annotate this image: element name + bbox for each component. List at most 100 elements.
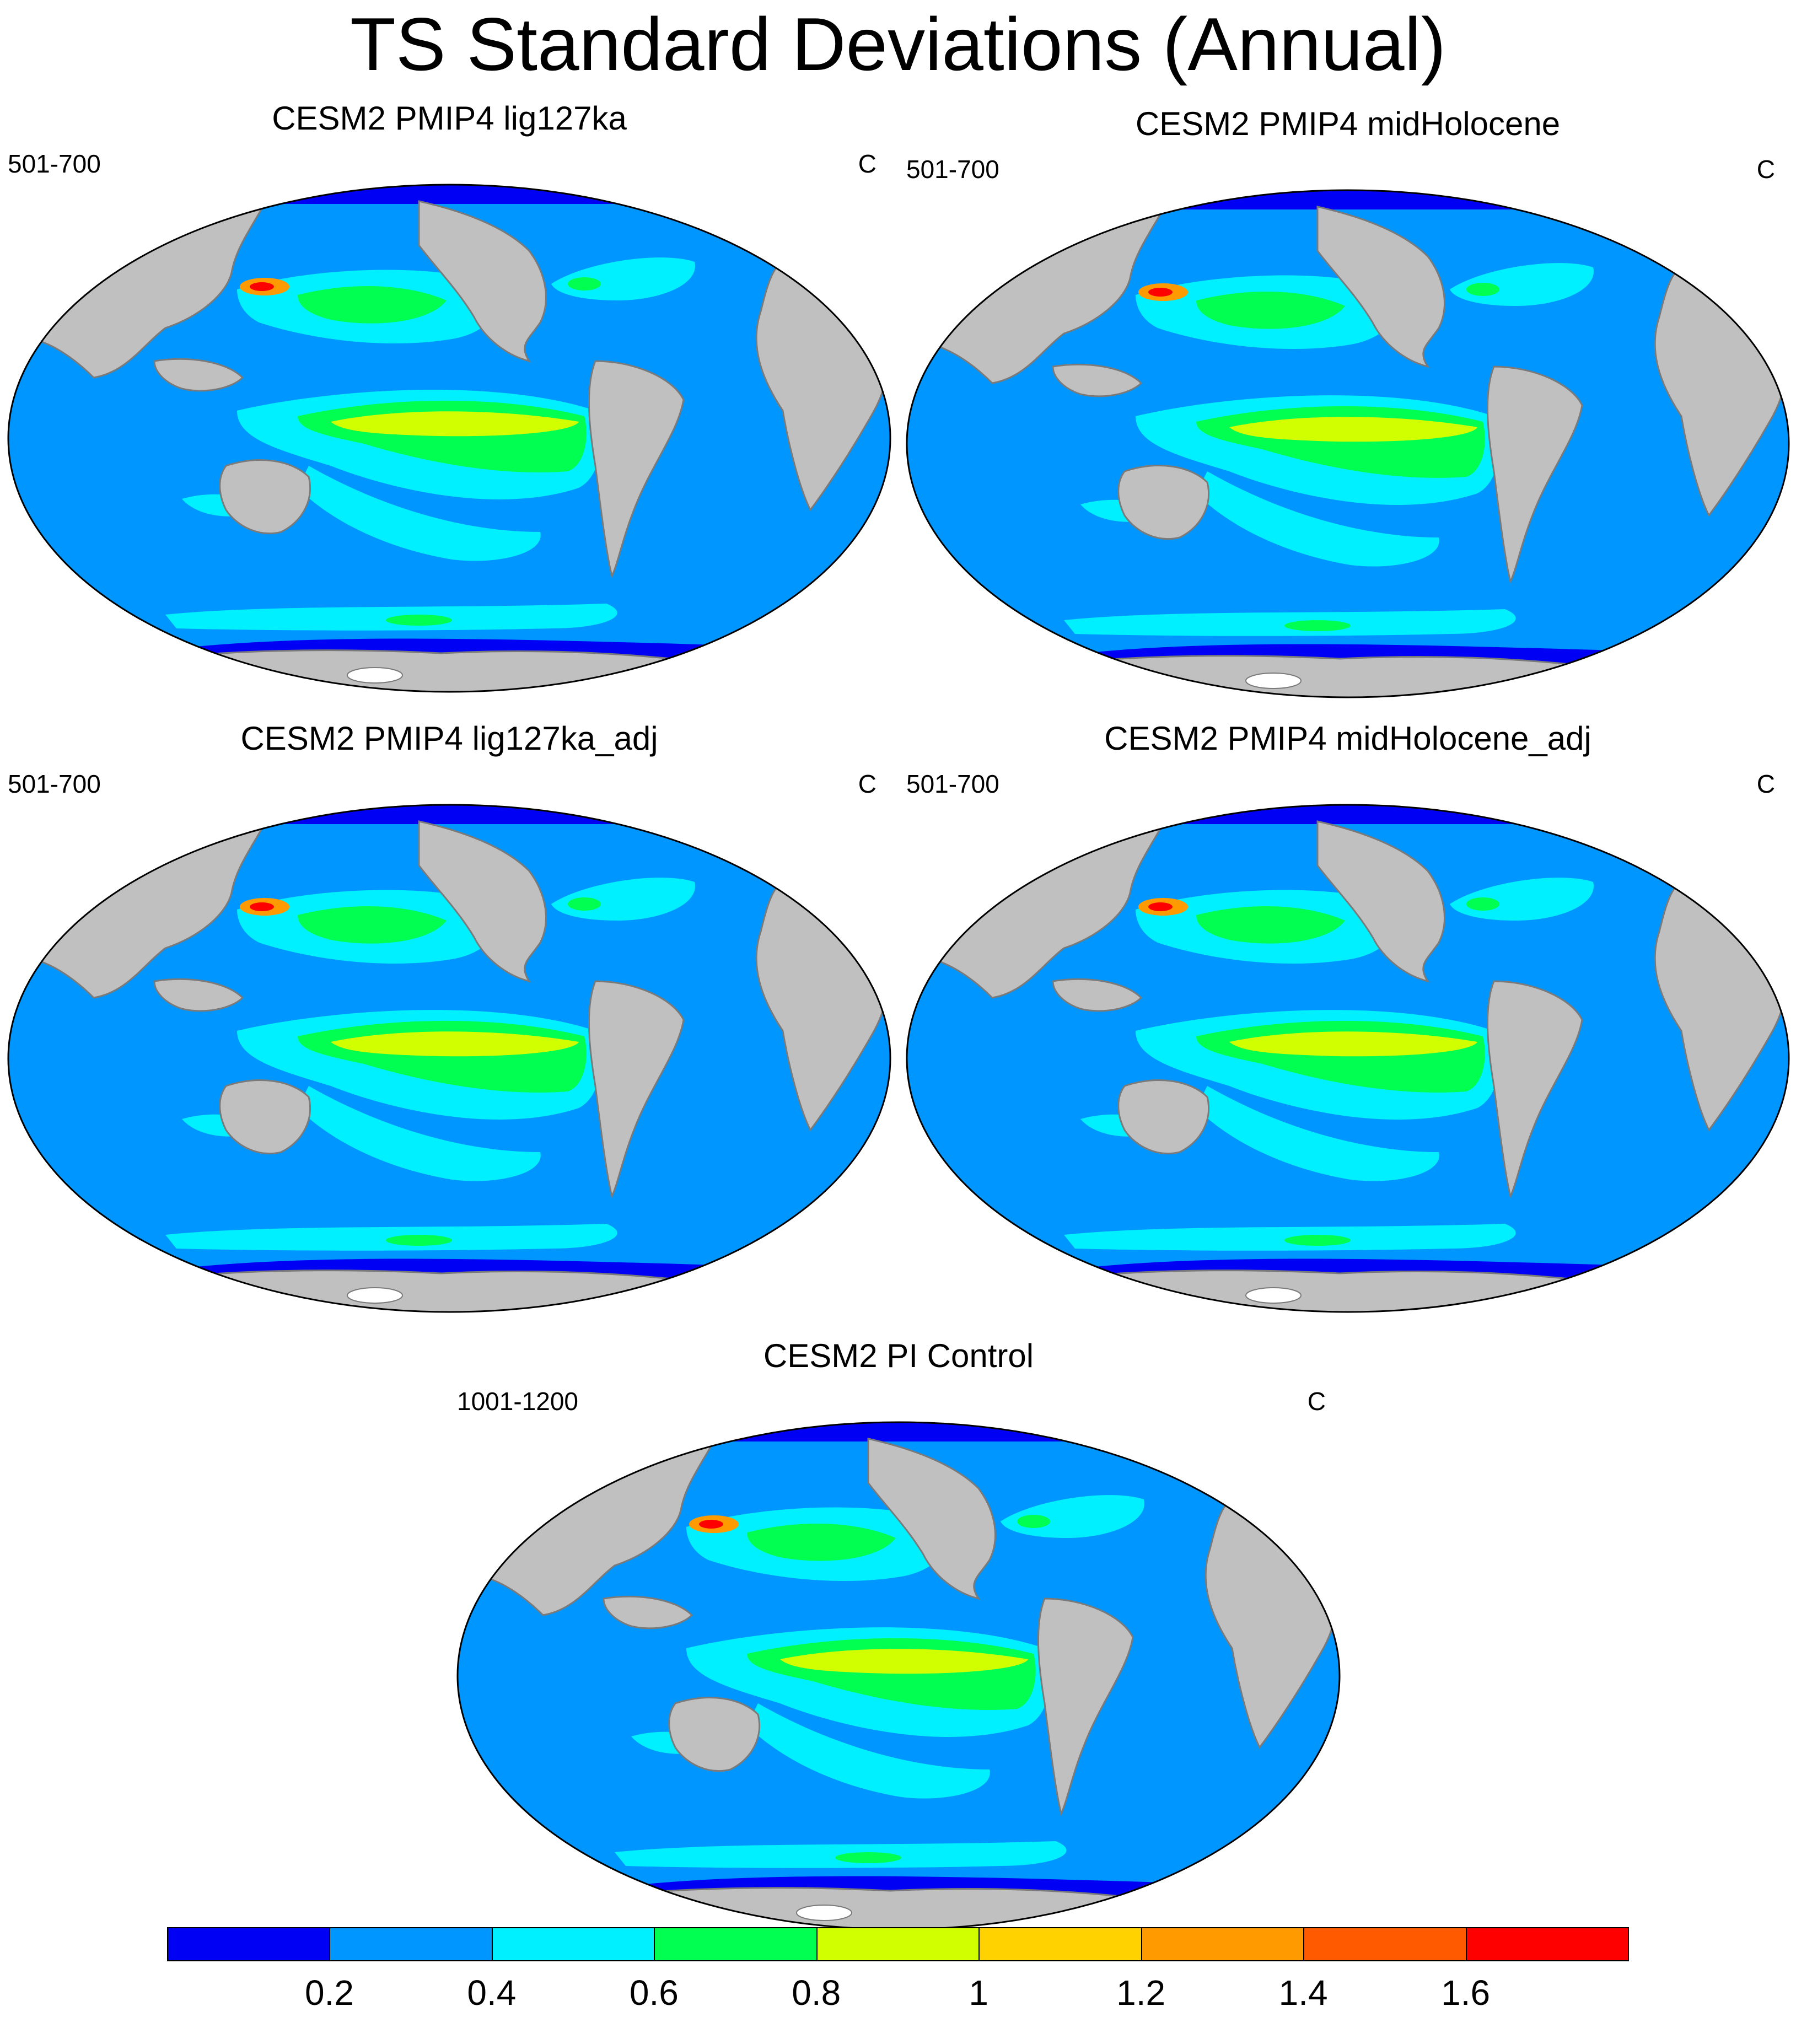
pacific-tongue-yellow	[1229, 417, 1477, 442]
southern-ocean-green	[386, 615, 452, 626]
panel-title: CESM2 PI Control	[763, 1337, 1034, 1374]
colorbar-labels: 0.2 0.4 0.6 0.8 1 1.2 1.4 1.6	[0, 1965, 1796, 2031]
panel-title: CESM2 PMIP4 midHolocene_adj	[1104, 720, 1591, 757]
colorbar-tick-label: 1.6	[1441, 1973, 1491, 2013]
south-pacific-band	[298, 466, 541, 561]
ross-ice-shelf	[1245, 673, 1302, 689]
southern-ocean-cyan	[1064, 1224, 1516, 1251]
colorbar	[167, 1927, 1629, 1961]
panel-title: CESM2 PMIP4 midHolocene	[1135, 105, 1561, 142]
colorbar-box	[1303, 1927, 1467, 1961]
colorbar-box	[816, 1927, 980, 1961]
colorbar-tick-label: 1.2	[1116, 1973, 1166, 2013]
panel-years: 501-700	[8, 149, 101, 178]
pacific-tongue-yellow	[1229, 1031, 1477, 1057]
south-america-landmass	[588, 980, 685, 1199]
colorbar-box	[1465, 1927, 1629, 1961]
north-america-landmass	[418, 820, 547, 983]
panel-lig127ka-adj: CESM2 PMIP4 lig127ka_adj 501-700 C	[0, 717, 899, 1323]
antarctica-landmass	[65, 649, 800, 692]
south-pacific-band	[747, 1703, 990, 1799]
north-america-landmass	[1316, 820, 1445, 983]
south-america-landmass	[1037, 1597, 1134, 1816]
map-content	[8, 805, 890, 1312]
north-pacific-green	[298, 906, 447, 944]
panel-title: CESM2 PMIP4 lig127ka_adj	[240, 720, 658, 757]
southern-ocean-cyan	[1064, 609, 1516, 636]
colorbar-tick-label: 0.4	[467, 1973, 517, 2013]
gulf-stream-green	[568, 897, 601, 911]
north-america-landmass	[418, 200, 547, 363]
kuroshio-max	[699, 1520, 723, 1529]
panel-years: 501-700	[906, 770, 999, 798]
ross-ice-shelf	[347, 667, 403, 684]
southern-ocean-green	[835, 1852, 901, 1863]
arctic-low-variance	[110, 805, 799, 824]
south-pacific-band	[1196, 1086, 1439, 1181]
map	[906, 189, 1790, 698]
colorbar-tick-label: 1	[969, 1973, 989, 2013]
map	[456, 1421, 1341, 1930]
colorbar-box	[978, 1927, 1142, 1961]
colorbar-tick-label: 0.8	[792, 1973, 841, 2013]
colorbar-box	[491, 1927, 655, 1961]
north-pacific-green	[1196, 291, 1345, 329]
kuroshio-max	[1148, 902, 1173, 911]
panel-units: C	[858, 149, 877, 178]
south-pacific-band	[1196, 471, 1439, 567]
colorbar-box	[1141, 1927, 1305, 1961]
ross-ice-shelf	[1245, 1287, 1302, 1304]
map-content	[907, 805, 1789, 1312]
panel-years: 501-700	[906, 155, 999, 184]
gulf-stream-green	[1466, 283, 1499, 296]
antarctica-landmass	[65, 1270, 800, 1312]
maritime-continent	[1052, 978, 1143, 1012]
map-content	[8, 185, 890, 692]
colorbar-box	[329, 1927, 493, 1961]
map-outline	[906, 189, 1790, 698]
australia-landmass	[219, 459, 311, 535]
panel-midholocene: CESM2 PMIP4 midHolocene 501-700 C	[899, 102, 1796, 708]
maritime-continent	[153, 978, 244, 1012]
colorbar-box	[167, 1927, 331, 1961]
southern-ocean-green	[1284, 1235, 1351, 1246]
panel-years: 501-700	[8, 770, 101, 798]
north-pacific-green	[747, 1523, 896, 1561]
map-outline	[7, 804, 891, 1313]
colorbar-tick-label: 0.2	[304, 1973, 354, 2013]
south-america-landmass	[588, 360, 685, 579]
panel-years: 1001-1200	[457, 1387, 578, 1416]
panel-units: C	[858, 770, 877, 798]
southern-ocean-cyan	[615, 1841, 1067, 1868]
map-outline	[7, 184, 891, 693]
panel-units: C	[1756, 155, 1775, 184]
australia-landmass	[219, 1079, 311, 1155]
colorbar-tick-label: 1.4	[1278, 1973, 1328, 2013]
panel-units: C	[1756, 770, 1775, 798]
pacific-tongue-yellow	[331, 411, 579, 437]
greenland-landmass	[649, 187, 701, 212]
map	[7, 184, 891, 693]
australia-landmass	[1117, 1079, 1210, 1155]
gulf-stream-green	[1466, 897, 1499, 911]
map	[7, 804, 891, 1313]
ross-ice-shelf	[796, 1905, 852, 1921]
panel-title: CESM2 PMIP4 lig127ka	[272, 100, 627, 137]
north-pacific-green	[1196, 906, 1345, 944]
kuroshio-max	[1148, 288, 1173, 297]
map-content	[907, 190, 1789, 697]
north-america-landmass	[867, 1438, 996, 1600]
map-content	[458, 1422, 1340, 1929]
australia-landmass	[668, 1697, 761, 1772]
arctic-low-variance	[1009, 805, 1698, 824]
antarctica-landmass	[964, 655, 1699, 697]
panel-midholocene-adj: CESM2 PMIP4 midHolocene_adj 501-700 C	[899, 717, 1796, 1323]
figure-title: TS Standard Deviations (Annual)	[349, 2, 1447, 86]
kuroshio-max	[250, 902, 274, 911]
greenland-landmass	[1099, 1424, 1150, 1449]
south-pacific-band	[298, 1086, 541, 1181]
south-america-landmass	[1486, 980, 1583, 1199]
gulf-stream-green	[568, 277, 601, 291]
greenland-landmass	[1548, 192, 1600, 217]
colorbar-box	[654, 1927, 818, 1961]
